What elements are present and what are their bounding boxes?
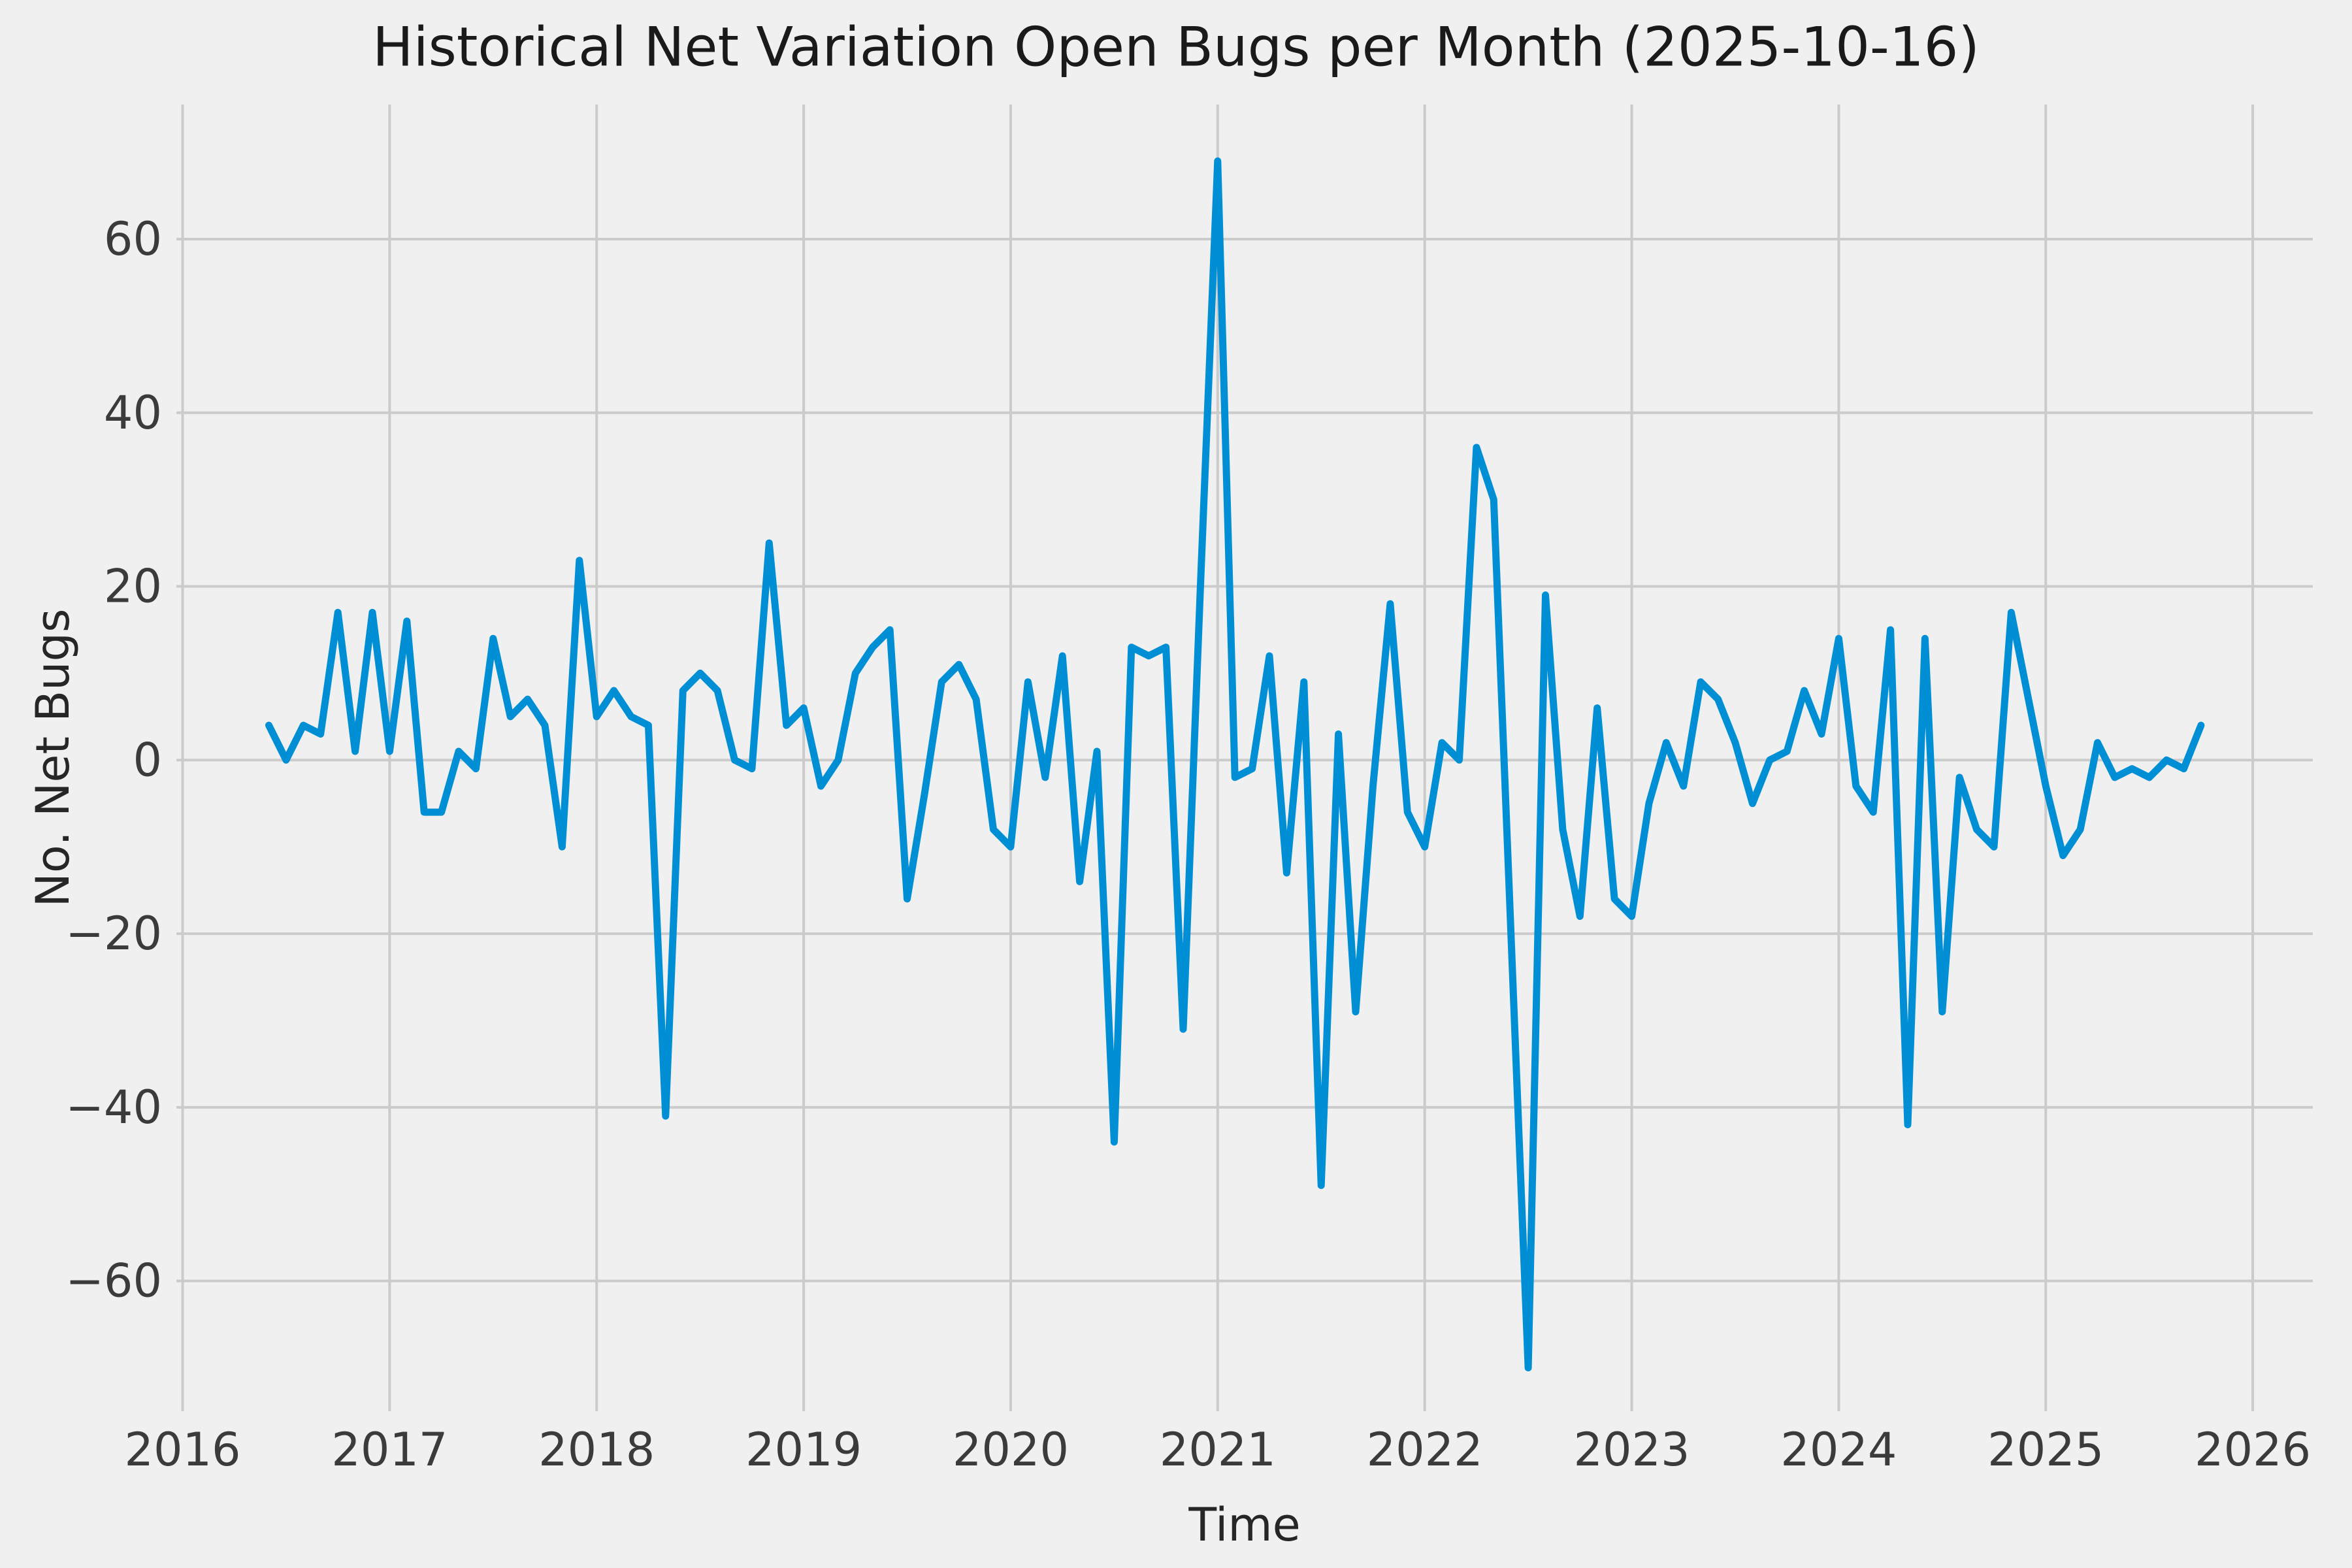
x-tick-label-2020: 2020 bbox=[953, 1423, 1069, 1477]
x-axis-label: Time bbox=[1188, 1498, 1300, 1552]
y-tick-label--60: −60 bbox=[65, 1254, 162, 1308]
y-tick-label-0: 0 bbox=[133, 733, 162, 787]
x-tick-label-2022: 2022 bbox=[1367, 1423, 1483, 1477]
x-tick-label-2024: 2024 bbox=[1780, 1423, 1897, 1477]
x-tick-label-2019: 2019 bbox=[745, 1423, 862, 1477]
chart-title: Historical Net Variation Open Bugs per M… bbox=[372, 16, 1980, 79]
y-axis-label: No. Net Bugs bbox=[26, 609, 80, 907]
x-tick-label-2025: 2025 bbox=[1987, 1423, 2104, 1477]
y-tick-label-20: 20 bbox=[104, 560, 162, 613]
y-tick-label--20: −20 bbox=[65, 907, 162, 960]
x-gridlines bbox=[181, 105, 2255, 1411]
x-tick-label-2017: 2017 bbox=[331, 1423, 448, 1477]
y-tick-label-60: 60 bbox=[104, 212, 162, 266]
y-tick-label--40: −40 bbox=[65, 1081, 162, 1134]
y-gridlines bbox=[176, 237, 2313, 1282]
x-tick-labels: 2016 2017 2018 2019 2020 2021 2022 2023 2024 2025… bbox=[124, 1423, 2311, 1477]
x-tick-label-2021: 2021 bbox=[1160, 1423, 1276, 1477]
y-tick-label-40: 40 bbox=[104, 386, 162, 440]
x-tick-label-2023: 2023 bbox=[1573, 1423, 1690, 1477]
x-tick-label-2016: 2016 bbox=[124, 1423, 240, 1477]
data-series bbox=[265, 157, 2205, 1372]
line-net-open-bugs-per-month bbox=[265, 157, 2205, 1372]
y-tick-labels: −60 −40 −20 0 20 40 60 bbox=[65, 212, 162, 1308]
x-tick-label-2018: 2018 bbox=[538, 1423, 655, 1477]
x-tick-label-2026: 2026 bbox=[2195, 1423, 2311, 1477]
